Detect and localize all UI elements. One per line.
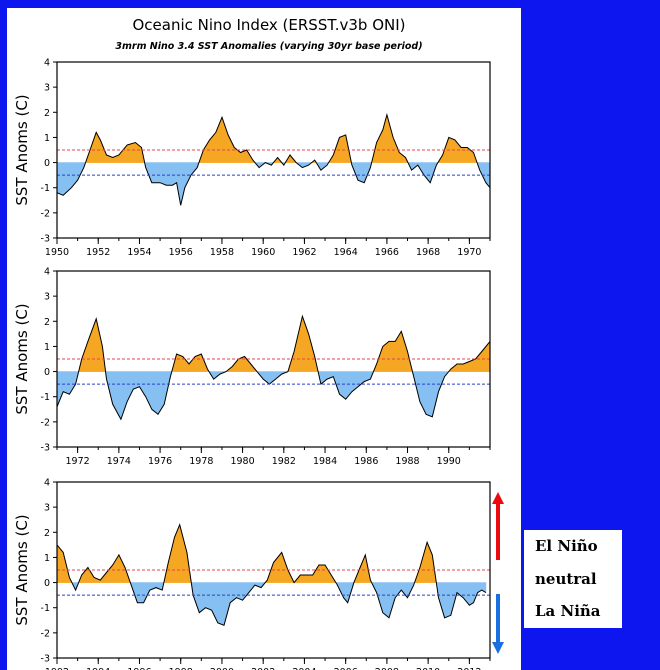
y-tick-label: 1 [44, 133, 50, 144]
la-nina-area [57, 371, 450, 420]
panel-1: 4 3 2 1 0 -1 -2 -3 1950 1952 1954 1956 1958 1960 1962 1… [13, 58, 491, 258]
x-tick-label: 1976 [148, 456, 172, 467]
plot-area [57, 523, 490, 626]
y-tick-label: 2 [44, 528, 50, 539]
x-tick-label: 1992 [45, 667, 69, 670]
la-nina-area [57, 162, 490, 206]
x-tick-label: 1984 [313, 456, 337, 467]
x-tick-label: 1968 [416, 247, 440, 258]
x-tick-label: 1986 [354, 456, 378, 467]
y-tick-label: 3 [44, 292, 50, 303]
enso-arrows [492, 492, 504, 654]
x-tick-label: 1974 [107, 456, 131, 467]
y-tick-label: 4 [44, 267, 50, 278]
x-tick-label: 1994 [86, 667, 110, 670]
legend-el-nino: El Niño [535, 537, 598, 555]
oni-series-line [57, 314, 490, 421]
y-axis-label: SST Anoms (C) [13, 303, 31, 414]
y-tick-label: -2 [41, 628, 50, 639]
y-tick-label: -3 [41, 234, 50, 245]
legend-neutral: neutral [535, 569, 597, 588]
plot-frame [56, 270, 491, 448]
x-tick-label: 1956 [169, 247, 193, 258]
x-tick-label: 1962 [292, 247, 316, 258]
y-tick-label: 0 [44, 367, 50, 378]
y-tick-label: 1 [44, 342, 50, 353]
x-tick-label: 1952 [86, 247, 110, 258]
x-tick-label: 2008 [375, 667, 399, 670]
y-tick-label: 2 [44, 317, 50, 328]
y-tick-label: 0 [44, 578, 50, 589]
x-tick-label: 1960 [251, 247, 275, 258]
x-tick-label: 1998 [169, 667, 193, 670]
y-tick-label: 4 [44, 58, 50, 69]
x-tick-label: 1958 [210, 247, 234, 258]
arrow-down-icon [492, 594, 504, 654]
chart-panel: Oceanic Nino Index (ERSST.v3b ONI) 3mrm … [7, 8, 521, 670]
x-tick-label: 1990 [437, 456, 461, 467]
el-nino-area [85, 114, 478, 163]
la-nina-area [71, 582, 487, 626]
panel-3: 4 3 2 1 0 -1 -2 -3 1992 1994 1996 1998 2000 2002 2004 2… [13, 478, 491, 670]
oni-series-line [57, 112, 490, 206]
x-tick-label: 2002 [251, 667, 275, 670]
panel-2: 4 3 2 1 0 -1 -2 -3 1972 1974 1976 1978 1980 1982 1984 1… [13, 267, 491, 467]
el-nino-area [78, 316, 490, 372]
x-tick-label: 1970 [457, 247, 481, 258]
y-axis-label: SST Anoms (C) [13, 94, 31, 205]
chart-subtitle: 3mrm Nino 3.4 SST Anomalies (varying 30y… [115, 41, 422, 52]
y-tick-label: -1 [41, 183, 50, 194]
y-tick-label: 1 [44, 553, 50, 564]
x-tick-label: 1980 [230, 456, 254, 467]
legend-la-nina: La Niña [535, 602, 601, 621]
x-tick-label: 2004 [292, 667, 316, 670]
y-tick-label: 3 [44, 503, 50, 514]
y-tick-label: -2 [41, 417, 50, 428]
x-tick-label: 1982 [272, 456, 296, 467]
x-tick-label: 2000 [210, 667, 234, 670]
x-tick-label: 1978 [189, 456, 213, 467]
plot-area [57, 314, 490, 421]
x-tick-label: 1972 [66, 456, 90, 467]
el-nino-area [57, 524, 437, 583]
y-tick-label: -2 [41, 208, 50, 219]
y-tick-label: 2 [44, 108, 50, 119]
y-axis-label: SST Anoms (C) [13, 514, 31, 625]
x-tick-label: 1966 [375, 247, 399, 258]
plot-frame [56, 61, 491, 239]
y-tick-label: -1 [41, 392, 50, 403]
chart-title: Oceanic Nino Index (ERSST.v3b ONI) [132, 16, 405, 34]
panels-layer: 4 3 2 1 0 -1 -2 -3 1950 1952 1954 1956 1958 1960 1962 1… [13, 58, 491, 670]
x-tick-label: 2006 [334, 667, 358, 670]
x-tick-label: 1996 [127, 667, 151, 670]
plot-area [57, 112, 490, 206]
y-tick-label: -3 [41, 654, 50, 665]
arrow-up-icon [492, 492, 504, 560]
oni-chart: Oceanic Nino Index (ERSST.v3b ONI) 3mrm … [13, 16, 491, 670]
x-tick-label: 1988 [395, 456, 419, 467]
y-tick-label: 3 [44, 83, 50, 94]
y-tick-label: -3 [41, 443, 50, 454]
y-tick-label: 4 [44, 478, 50, 489]
enso-legend: El Niño neutral La Niña [524, 530, 622, 628]
x-tick-label: 1950 [45, 247, 69, 258]
x-tick-label: 2012 [457, 667, 481, 670]
plot-frame [56, 481, 491, 659]
oni-series-line [57, 523, 487, 626]
x-tick-label: 1954 [127, 247, 151, 258]
y-tick-label: -1 [41, 603, 50, 614]
y-tick-label: 0 [44, 158, 50, 169]
x-tick-label: 1964 [334, 247, 358, 258]
x-tick-label: 2010 [416, 667, 440, 670]
